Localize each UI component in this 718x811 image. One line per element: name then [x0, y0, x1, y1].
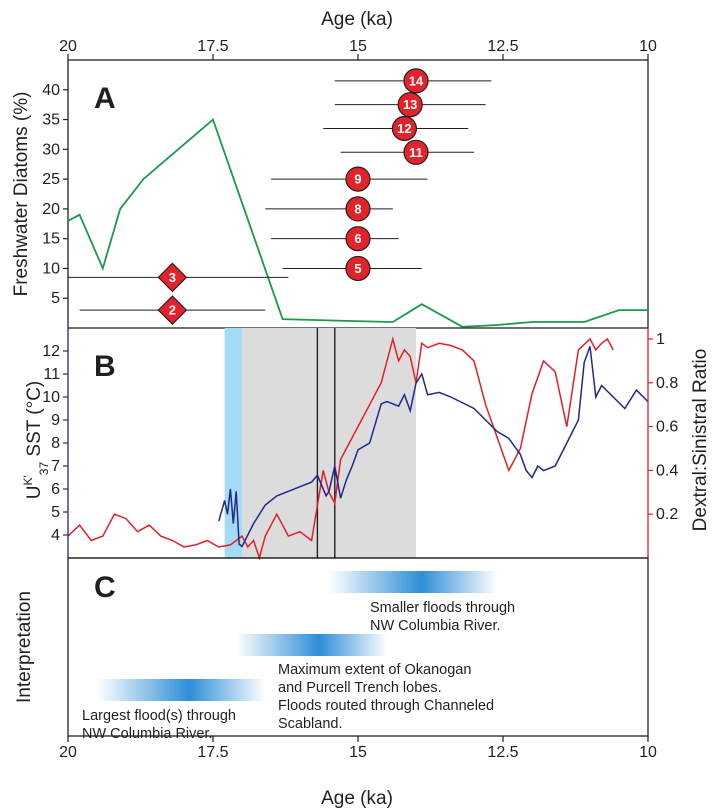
panel-a-y-tick-label: 35	[42, 112, 60, 129]
panel-b-left-tick-label: 6	[51, 481, 60, 498]
uk37-rest: SST (°C)	[24, 381, 45, 462]
panel-c-y-label: Interpretation	[14, 591, 35, 703]
panel-a-y-tick-label: 10	[42, 260, 60, 277]
top-tick-label: 10	[639, 38, 657, 55]
panel-b-right-y-label: Dextral:Sinistral Ratio	[690, 349, 711, 532]
panel-a-frame	[67, 59, 649, 329]
bottom-tick-label: 10	[639, 744, 657, 761]
uk37-sup: K'	[21, 475, 35, 485]
panel-b-left-y-label: UK'37 SST (°C)	[21, 381, 51, 500]
uk37-u: U	[24, 486, 45, 500]
marker-label: 3	[169, 270, 176, 285]
panel-b-series	[67, 336, 649, 561]
interpretation-text-line: Largest flood(s) through	[82, 708, 236, 724]
panel-b-right-tick-label: 1	[656, 331, 665, 348]
panel-c: Smaller floods through NW Columbia River.…	[14, 557, 649, 742]
panel-a-y-tick-label: 25	[42, 171, 60, 188]
bottom-tick-label: 15	[349, 744, 367, 761]
marker-circle	[391, 115, 417, 142]
marker-circle	[397, 92, 423, 118]
interpretation-text-line: Floods routed through Channeled	[278, 698, 494, 714]
bottom-tick-label: 12.5	[487, 744, 518, 761]
panel-b-left-tick-label: 10	[42, 389, 60, 406]
panel-b-letter: B	[94, 350, 116, 383]
flood-interpretation-band	[236, 634, 387, 656]
marker-label: 14	[409, 73, 424, 88]
marker-label: 9	[354, 172, 361, 187]
flood-interpretation-band	[97, 679, 266, 701]
panel-a-y-label: Freshwater Diatoms (%)	[11, 92, 32, 297]
top-axis-ticks: 20 17.5 15 12.5 10	[59, 38, 657, 60]
panel-b-vertical-lines	[316, 328, 336, 558]
marker-circle	[403, 68, 429, 94]
panel-b-right-tick-label: 0.2	[656, 506, 678, 523]
panel-b-left-tick-label: 5	[51, 504, 60, 521]
panel-b-left-tick-label: 12	[42, 343, 60, 360]
top-tick-label: 17.5	[197, 38, 228, 55]
panel-a-diatom-line	[67, 118, 648, 328]
dextral-ratio-line	[67, 336, 614, 561]
flood-interpretation-band	[329, 571, 498, 593]
marker-circle	[345, 226, 371, 252]
marker-label: 11	[409, 145, 423, 160]
panel-b-left-tick-label: 7	[51, 458, 60, 475]
interpretation-text-line: and Purcell Trench lobes.	[278, 680, 442, 696]
marker-diamond	[157, 262, 188, 293]
interpretation-text-line: Scabland.	[278, 716, 343, 732]
marker-label: 6	[354, 231, 361, 246]
marker-label: 13	[403, 97, 417, 112]
top-axis-title: Age (ka)	[321, 9, 393, 30]
panel-b: 4 5 6 7 8 9 10 11 12 0.2 0.4 0.6 0.8 1 B UK'37 SST (…	[21, 328, 711, 561]
interpretation-text-line: NW Columbia River.	[82, 726, 213, 742]
panel-a-letter: A	[94, 82, 116, 115]
panel-a-y-tick-label: 40	[42, 82, 60, 99]
gray-shaded-band	[242, 328, 416, 558]
panel-b-left-tick-label: 8	[51, 435, 60, 452]
panel-b-left-tick-label: 11	[43, 366, 60, 383]
bottom-tick-label: 17.5	[197, 744, 228, 761]
interpretation-text-line: NW Columbia River.	[370, 618, 501, 634]
marker-label: 8	[354, 201, 361, 216]
diatom-series-line	[67, 118, 648, 328]
panel-a-y-tick-label: 20	[42, 201, 60, 218]
panel-b-right-tick-label: 0.8	[656, 375, 678, 392]
top-tick-label: 20	[59, 38, 77, 55]
marker-label: 5	[354, 261, 361, 276]
panel-a: 5 10 15 20 25 30 35 40 14 13 12 11 9 8 6 5 3 2 A Freshwa…	[11, 59, 649, 329]
marker-label: 2	[169, 303, 176, 318]
marker-circle	[345, 196, 371, 222]
bottom-tick-label: 20	[59, 744, 77, 761]
interpretation-text-line: Smaller floods through	[370, 600, 515, 616]
top-tick-label: 15	[349, 38, 367, 55]
panel-a-y-tick-label: 5	[51, 290, 60, 307]
panel-a-y-tick-label: 15	[42, 231, 60, 248]
bottom-axis-ticks: 20 17.5 15 12.5 10	[59, 736, 657, 761]
marker-circle	[403, 139, 429, 165]
top-tick-label: 12.5	[487, 38, 518, 55]
panel-b-right-tick-label: 0.4	[656, 462, 678, 479]
marker-circle	[345, 255, 371, 282]
panel-a-y-tick-label: 30	[42, 141, 60, 158]
bottom-axis-title: Age (ka)	[321, 788, 393, 809]
panel-b-right-ticks: 0.2 0.4 0.6 0.8 1	[648, 331, 678, 523]
panel-c-interpretation-bars: Smaller floods through NW Columbia River.…	[82, 571, 515, 742]
interpretation-text-line: Maximum extent of Okanogan	[278, 662, 471, 678]
panel-b-left-tick-label: 4	[51, 527, 60, 544]
panel-b-left-ticks: 4 5 6 7 8 9 10 11 12	[42, 343, 68, 544]
panel-b-right-tick-label: 0.6	[656, 419, 678, 436]
marker-circle	[345, 166, 371, 192]
panel-c-letter: C	[94, 571, 116, 604]
panel-a-flood-markers: 14 13 12 11 9 8 6 5 3 2	[68, 68, 492, 325]
panel-b-left-tick-label: 9	[51, 412, 60, 429]
marker-diamond	[157, 295, 188, 325]
sst-line	[218, 346, 649, 548]
uk37-sub: 37	[37, 462, 51, 476]
marker-label: 12	[397, 121, 411, 136]
panel-a-y-ticks: 5 10 15 20 25 30 35 40	[42, 82, 68, 307]
